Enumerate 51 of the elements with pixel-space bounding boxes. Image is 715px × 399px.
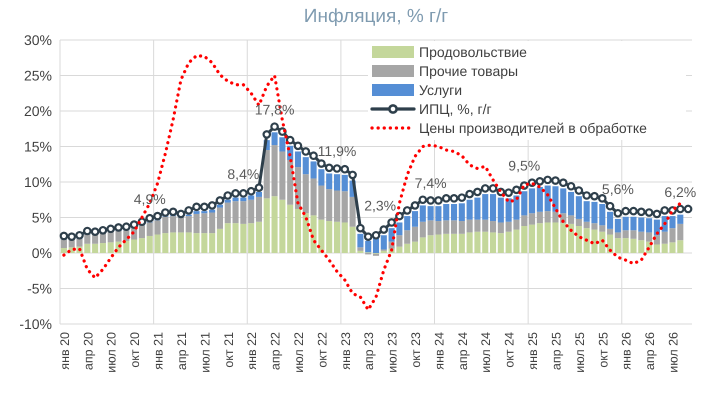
data-label: 9,5%	[508, 158, 540, 174]
data-label: 17,8%	[254, 102, 294, 118]
y-tick-label: 0%	[32, 245, 52, 261]
x-tick-label: янв 23	[338, 332, 353, 370]
legend-label: Цены производителей в обработке	[419, 120, 648, 136]
x-tick-label: окт 22	[315, 332, 330, 368]
x-tick-label: июл 22	[292, 332, 306, 373]
data-label: 8,4%	[227, 166, 260, 182]
x-tick-label: окт 20	[128, 332, 142, 368]
x-tick-label: янв 24	[432, 332, 446, 370]
x-tick-label: окт 24	[502, 332, 517, 368]
legend-label: ИПЦ, %, г/г	[419, 101, 492, 117]
data-label: 4,9%	[134, 191, 166, 208]
x-tick-label: июл 20	[104, 332, 119, 373]
x-tick-label: апр 22	[268, 332, 283, 370]
x-tick-label: янв 20	[58, 332, 72, 370]
x-tick-label: апр 26	[643, 332, 658, 370]
data-label: 7,4%	[414, 174, 447, 191]
y-tick-label: 10%	[24, 174, 52, 190]
data-label: 2,3%	[364, 197, 396, 214]
x-tick-label: окт 21	[222, 332, 236, 368]
y-tick-label: -5%	[27, 280, 52, 296]
y-tick-label: 5%	[32, 210, 52, 226]
x-tick-label: апр 24	[456, 332, 470, 370]
x-tick-label: янв 22	[245, 332, 260, 370]
legend-label: Продовольствие	[419, 44, 528, 60]
y-tick-label: 30%	[24, 32, 52, 48]
y-tick-label: -10%	[19, 316, 52, 332]
x-tick-label: июл 21	[198, 332, 212, 373]
legend-label: Услуги	[419, 82, 462, 98]
y-tick-label: 20%	[24, 103, 52, 119]
x-tick-label: апр 23	[362, 332, 376, 370]
legend-label: Прочие товары	[419, 63, 518, 79]
x-tick-label: июл 24	[479, 332, 494, 373]
x-tick-label: янв 26	[620, 332, 634, 370]
x-tick-label: окт 25	[596, 332, 610, 368]
x-tick-label: окт 23	[409, 332, 424, 368]
x-tick-label: апр 25	[549, 332, 564, 370]
data-label: 5,6%	[602, 181, 634, 198]
data-label: 11,9%	[318, 142, 356, 159]
x-tick-label: янв 21	[152, 332, 166, 370]
chart-title: Инфляция, % г/г	[304, 6, 448, 27]
x-tick-label: июл 23	[386, 332, 400, 373]
data-label: 6,2%	[664, 184, 696, 200]
x-tick-label: июл 26	[666, 332, 680, 373]
y-tick-label: 25%	[24, 68, 52, 84]
x-tick-label: апр 21	[174, 332, 189, 370]
x-tick-label: янв 25	[526, 332, 540, 370]
x-tick-label: апр 20	[81, 332, 96, 370]
y-tick-label: 15%	[24, 138, 52, 154]
x-tick-label: июл 25	[572, 332, 587, 373]
